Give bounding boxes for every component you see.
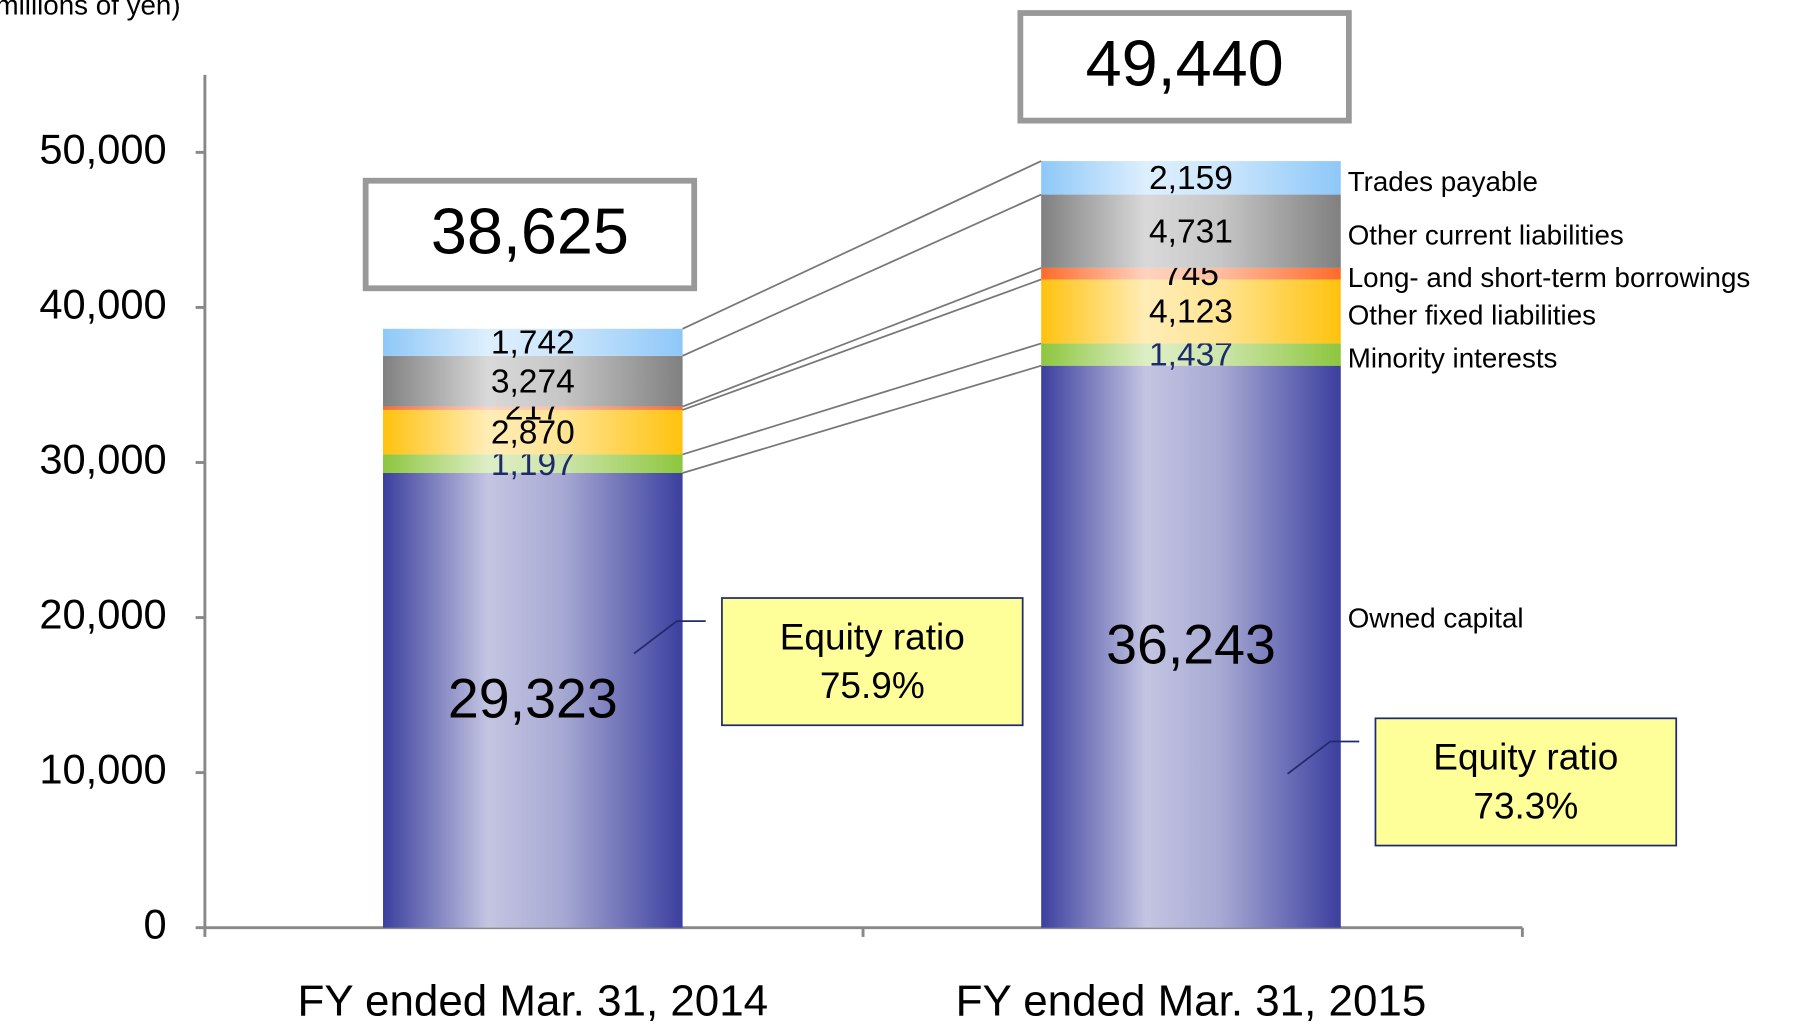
total-box	[362, 177, 698, 292]
total-label: 38,625	[431, 194, 629, 267]
leader-line	[1287, 740, 1360, 775]
connector	[682, 267, 1042, 408]
bar-segment	[383, 328, 683, 356]
bar-segment	[383, 454, 683, 473]
equity-label: Equity ratio	[1433, 736, 1618, 778]
legend-label: Long- and short-term borrowings	[1348, 262, 1751, 293]
legend-label: Minority interests	[1348, 343, 1558, 374]
equity-value: 75.9%	[820, 664, 925, 706]
legend-label: Other current liabilities	[1348, 219, 1624, 250]
bar-segment	[383, 472, 683, 928]
connector	[682, 278, 1042, 411]
bar-segment	[383, 406, 683, 410]
y-tick-label: 20,000	[39, 591, 166, 638]
y-tick-label: 30,000	[39, 435, 166, 482]
total-box	[1017, 10, 1352, 124]
equity-box	[721, 597, 1024, 727]
bar-segment	[1041, 279, 1341, 344]
x-tick-label: FY ended Mar. 31, 2015	[956, 977, 1427, 1026]
bar-segment	[1041, 194, 1341, 268]
connector	[682, 342, 1042, 456]
value-label: 36,243	[1106, 614, 1276, 676]
equity-label: Equity ratio	[780, 615, 965, 657]
bar-segment	[1041, 343, 1341, 366]
value-label: 2,870	[491, 414, 575, 451]
value-label: 4,123	[1149, 294, 1233, 331]
connector	[682, 160, 1042, 330]
bar-segment	[1041, 161, 1341, 195]
connector	[682, 193, 1042, 357]
bar-segment	[383, 409, 683, 455]
y-tick-label: 40,000	[39, 280, 166, 327]
total-label: 49,440	[1086, 27, 1284, 100]
x-tick-label: FY ended Mar. 31, 2014	[297, 977, 768, 1026]
bar-segment	[383, 355, 683, 407]
bar-segment	[1041, 365, 1341, 928]
y-tick-label: 50,000	[39, 125, 166, 172]
equity-box	[1374, 717, 1678, 847]
leader-line	[633, 620, 706, 655]
value-label: 2,159	[1149, 160, 1233, 197]
y-tick-label: 10,000	[39, 746, 166, 793]
bar-segment	[1041, 267, 1341, 280]
y-axis-label: (millions of yen)	[0, 0, 181, 20]
legend-label: Owned capital	[1348, 602, 1524, 633]
legend-label: Trades payable	[1348, 166, 1538, 197]
connector	[682, 364, 1042, 474]
legend-label: Other fixed liabilities	[1348, 300, 1596, 331]
value-label: 4,731	[1149, 213, 1233, 250]
equity-value: 73.3%	[1473, 784, 1578, 826]
value-label: 1,742	[491, 324, 575, 361]
value-label: 3,274	[491, 363, 575, 400]
value-label: 29,323	[448, 667, 618, 729]
y-tick-label: 0	[144, 901, 167, 948]
